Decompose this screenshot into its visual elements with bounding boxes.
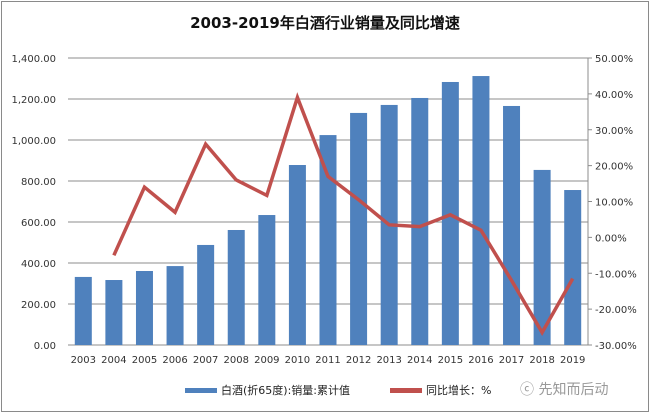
y-right-tick-label: 10.00% (595, 198, 633, 209)
y-left-tick-label: 400.00 (21, 259, 56, 270)
y-right-tick-label: -10.00% (595, 269, 637, 280)
x-tick-label: 2011 (315, 355, 340, 366)
y-left-tick-label: 200.00 (21, 300, 56, 311)
watermark-text: 先知而后动 (538, 382, 609, 398)
bar (503, 105, 521, 345)
y-left-tick-label: 800.00 (21, 177, 56, 188)
x-tick-label: 2013 (376, 355, 401, 366)
x-tick-label: 2006 (162, 355, 187, 366)
x-tick-label: 2007 (193, 355, 218, 366)
x-tick-label: 2018 (529, 355, 554, 366)
x-tick-label: 2008 (224, 355, 249, 366)
watermark: ⓒ 先知而后动 (520, 379, 608, 399)
chart-title: 2003-2019年白酒行业销量及同比增速 (190, 14, 460, 32)
legend: 白酒(折65度):销量:累计值 同比增长：% (185, 382, 491, 398)
bar (350, 112, 368, 345)
bar (105, 280, 123, 345)
y-right-tick-label: 50.00% (595, 54, 633, 65)
bar (135, 270, 153, 345)
legend-bar-label: 白酒(折65度):销量:累计值 (221, 384, 350, 397)
x-tick-label: 2003 (71, 355, 96, 366)
x-tick-label: 2004 (101, 355, 126, 366)
bar (564, 190, 582, 345)
y-left-tick-label: 1,000.00 (11, 136, 56, 147)
x-tick-label: 2016 (468, 355, 493, 366)
y-left-tick-label: 1,200.00 (11, 95, 56, 106)
y-left-tick-label: 600.00 (21, 218, 56, 229)
legend-bar-swatch (185, 387, 217, 393)
x-tick-label: 2012 (346, 355, 371, 366)
x-tick-label: 2019 (560, 355, 585, 366)
bar (166, 266, 184, 345)
y-left-tick-label: 1,400.00 (11, 54, 56, 65)
y-right-tick-label: -20.00% (595, 305, 637, 316)
bar (533, 169, 551, 345)
y-right-tick-label: 0.00% (595, 233, 627, 244)
y-right-tick-label: -30.00% (595, 341, 637, 352)
legend-line-label: 同比增长：% (426, 384, 492, 397)
x-tick-label: 2005 (132, 355, 157, 366)
y-right-tick-label: 20.00% (595, 162, 633, 173)
x-tick-label: 2010 (285, 355, 310, 366)
x-tick-label: 2017 (499, 355, 524, 366)
wechat-icon: ⓒ (520, 382, 539, 398)
x-tick-label: 2014 (407, 355, 432, 366)
bar (227, 229, 245, 345)
x-tick-label: 2015 (438, 355, 463, 366)
bar (74, 276, 92, 345)
bar (288, 165, 306, 345)
y-left-tick-label: 0.00 (34, 341, 56, 352)
y-right-tick-label: 40.00% (595, 90, 633, 101)
x-tick-label: 2009 (254, 355, 279, 366)
bar (258, 215, 276, 345)
bar (411, 97, 429, 345)
bar (472, 76, 490, 345)
y-right-tick-label: 30.00% (595, 126, 633, 137)
legend-line-swatch (390, 387, 422, 393)
bar (319, 135, 337, 345)
bar (197, 244, 215, 345)
growth-line (112, 92, 575, 336)
